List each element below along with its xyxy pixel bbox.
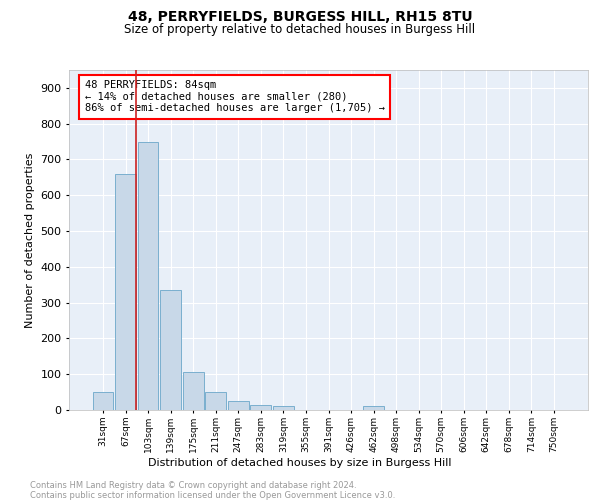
Bar <box>250 404 271 410</box>
Bar <box>228 401 248 410</box>
Y-axis label: Number of detached properties: Number of detached properties <box>25 152 35 328</box>
Bar <box>363 406 384 410</box>
Bar <box>115 174 136 410</box>
Bar <box>183 372 203 410</box>
Bar <box>137 142 158 410</box>
Bar <box>160 290 181 410</box>
Text: 48 PERRYFIELDS: 84sqm
← 14% of detached houses are smaller (280)
86% of semi-det: 48 PERRYFIELDS: 84sqm ← 14% of detached … <box>85 80 385 114</box>
Text: Size of property relative to detached houses in Burgess Hill: Size of property relative to detached ho… <box>124 22 476 36</box>
Text: 48, PERRYFIELDS, BURGESS HILL, RH15 8TU: 48, PERRYFIELDS, BURGESS HILL, RH15 8TU <box>128 10 472 24</box>
Bar <box>92 392 113 410</box>
Text: Distribution of detached houses by size in Burgess Hill: Distribution of detached houses by size … <box>148 458 452 468</box>
Text: Contains public sector information licensed under the Open Government Licence v3: Contains public sector information licen… <box>30 491 395 500</box>
Bar <box>205 392 226 410</box>
Bar <box>273 406 294 410</box>
Text: Contains HM Land Registry data © Crown copyright and database right 2024.: Contains HM Land Registry data © Crown c… <box>30 481 356 490</box>
